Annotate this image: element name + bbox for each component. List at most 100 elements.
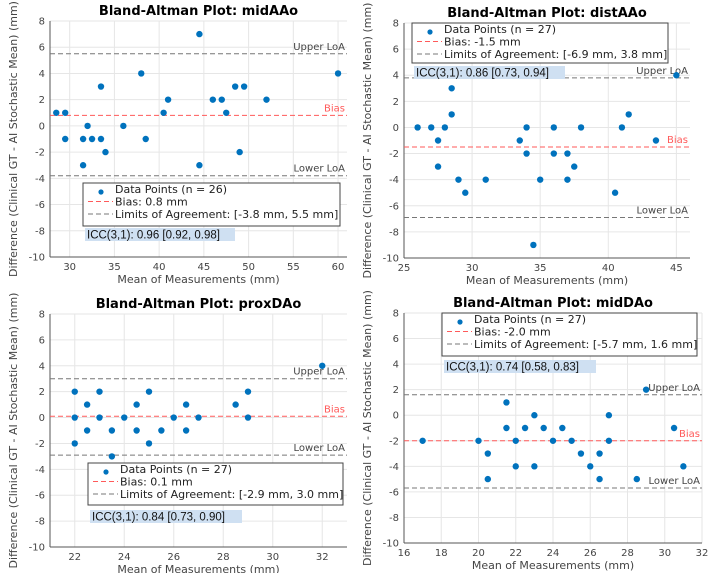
x-tick-label: 60 bbox=[332, 262, 345, 273]
data-point bbox=[611, 189, 619, 196]
x-tick-label: 55 bbox=[287, 262, 300, 273]
x-tick-label: 16 bbox=[398, 548, 411, 559]
data-point bbox=[618, 124, 626, 131]
upper-loa-label: Upper LoA bbox=[636, 66, 688, 77]
data-point bbox=[244, 388, 252, 395]
y-tick-label: 6 bbox=[393, 45, 399, 56]
icc-background bbox=[90, 510, 242, 523]
legend-box bbox=[87, 462, 344, 506]
data-point bbox=[571, 163, 578, 170]
data-point bbox=[523, 124, 530, 131]
legend-bias: Bias: 0.1 mm bbox=[120, 476, 193, 489]
y-tick-label: 8 bbox=[39, 17, 45, 28]
x-tick-label: 22 bbox=[68, 552, 81, 563]
data-point bbox=[503, 424, 510, 432]
data-point bbox=[531, 463, 538, 470]
y-tick-label: 2 bbox=[393, 97, 399, 108]
y-tick-label: 0 bbox=[393, 411, 399, 422]
y-tick-label: -6 bbox=[389, 201, 399, 212]
data-point bbox=[88, 135, 96, 143]
data-point bbox=[96, 414, 103, 421]
data-point bbox=[108, 427, 116, 434]
y-tick-label: -4 bbox=[389, 175, 399, 186]
y-axis-label: Difference (Clinical GT - AI Stochastic … bbox=[7, 293, 20, 569]
data-point bbox=[670, 424, 678, 432]
y-tick-label: 6 bbox=[393, 334, 399, 345]
data-point bbox=[512, 437, 519, 444]
data-point bbox=[625, 111, 632, 118]
data-point bbox=[434, 163, 442, 170]
data-point bbox=[673, 72, 680, 79]
x-tick-label: 24 bbox=[547, 548, 560, 559]
bias-label: Bias bbox=[324, 404, 345, 415]
x-tick-label: 45 bbox=[670, 263, 683, 274]
data-point bbox=[236, 148, 243, 156]
data-point bbox=[448, 85, 455, 92]
lower-loa-label: Lower LoA bbox=[649, 476, 701, 487]
data-point bbox=[133, 427, 140, 434]
data-point bbox=[133, 401, 140, 408]
data-point bbox=[536, 176, 544, 183]
data-point bbox=[521, 424, 529, 432]
data-point bbox=[223, 109, 230, 116]
x-tick-label: 32 bbox=[696, 548, 709, 559]
data-point bbox=[540, 424, 547, 432]
y-tick-label: -4 bbox=[35, 174, 45, 185]
x-tick-label: 40 bbox=[602, 263, 615, 274]
data-point bbox=[680, 463, 687, 470]
y-tick-label: -2 bbox=[389, 436, 399, 447]
bias-label: Bias bbox=[679, 429, 700, 440]
upper-loa-label: Upper LoA bbox=[293, 42, 345, 53]
x-tick-label: 26 bbox=[167, 552, 180, 563]
data-point bbox=[605, 437, 613, 444]
data-point bbox=[531, 412, 538, 419]
legend-box bbox=[411, 22, 669, 64]
data-point bbox=[596, 475, 603, 483]
y-tick-label: -10 bbox=[29, 543, 45, 554]
x-tick-label: 50 bbox=[242, 262, 255, 273]
y-axis-label: Difference (Clinical GT - AI Stochastic … bbox=[361, 3, 374, 279]
data-point bbox=[577, 450, 585, 457]
y-tick-label: 0 bbox=[39, 121, 45, 132]
data-point bbox=[170, 414, 177, 421]
data-point bbox=[53, 109, 60, 116]
data-point bbox=[108, 453, 116, 460]
x-tick-label: 32 bbox=[316, 552, 329, 563]
icc-background bbox=[414, 66, 565, 79]
data-point bbox=[164, 96, 172, 103]
chart-title: Bland-Altman Plot: proxDAo bbox=[96, 297, 302, 312]
data-point bbox=[209, 96, 217, 103]
data-point bbox=[62, 109, 69, 116]
data-point bbox=[244, 414, 252, 421]
data-point bbox=[145, 440, 153, 447]
y-tick-label: -8 bbox=[389, 513, 399, 524]
icc-annotation: ICC(3,1): 0.84 [0.73, 0.90] bbox=[92, 512, 225, 524]
y-tick-label: -2 bbox=[35, 439, 45, 450]
data-point bbox=[232, 401, 239, 408]
data-point bbox=[79, 135, 87, 143]
data-point bbox=[550, 150, 558, 157]
y-tick-label: -4 bbox=[35, 465, 45, 476]
icc-annotation: ICC(3,1): 0.74 [0.58, 0.83] bbox=[446, 362, 579, 374]
data-point bbox=[182, 401, 190, 408]
data-point bbox=[549, 437, 557, 444]
data-point bbox=[240, 83, 248, 90]
panel-4: 16 18 20 22 24 26 28 30 32-10-8-6-4-202468Upper … bbox=[361, 290, 708, 572]
y-tick-label: -2 bbox=[35, 148, 45, 159]
panel-2: 25 30 35 40 45 -10 -8 -6 -4 -2 0 2 4 6 8 Upper LoA Lower… bbox=[361, 3, 690, 287]
y-tick-label: 8 bbox=[393, 309, 399, 320]
data-point bbox=[448, 111, 455, 118]
legend-data-points: Data Points (n = 27) bbox=[444, 23, 556, 36]
data-point bbox=[633, 475, 641, 483]
y-tick-label: -8 bbox=[35, 517, 45, 528]
data-point bbox=[195, 414, 202, 421]
lower-loa-label: Lower LoA bbox=[294, 443, 346, 454]
x-axis-label: Mean of Measurements (mm) bbox=[117, 563, 279, 573]
data-point bbox=[96, 388, 103, 395]
data-point bbox=[503, 399, 510, 406]
legend-point-marker bbox=[98, 189, 104, 195]
y-tick-label: -10 bbox=[383, 254, 399, 265]
x-tick-label: 45 bbox=[198, 262, 211, 273]
legend-data-points: Data Points (n = 27) bbox=[474, 313, 586, 326]
